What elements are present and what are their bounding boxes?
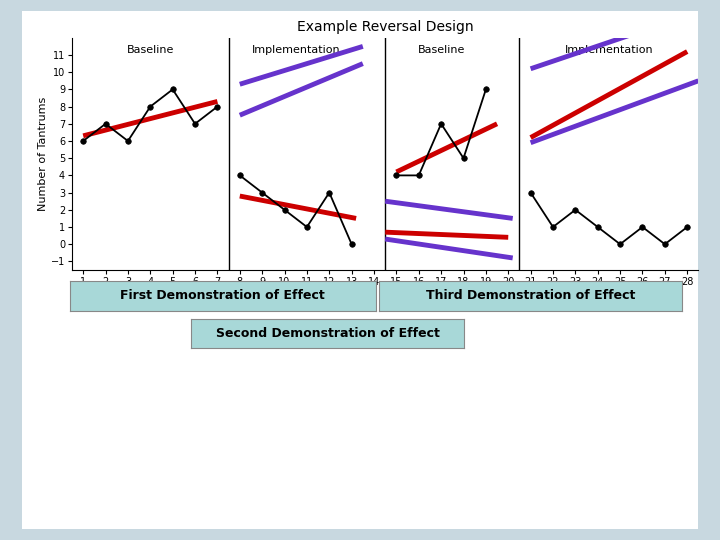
Y-axis label: Number of Tantrums: Number of Tantrums	[38, 97, 48, 211]
Text: Baseline: Baseline	[418, 45, 465, 55]
Text: Implementation: Implementation	[251, 45, 340, 55]
Text: Implementation: Implementation	[564, 45, 653, 55]
Title: Example Reversal Design: Example Reversal Design	[297, 20, 474, 34]
Text: Third Demonstration of Effect: Third Demonstration of Effect	[426, 289, 635, 302]
Text: Second Demonstration of Effect: Second Demonstration of Effect	[216, 327, 439, 340]
Text: Baseline: Baseline	[127, 45, 174, 55]
Text: First Demonstration of Effect: First Demonstration of Effect	[120, 289, 325, 302]
